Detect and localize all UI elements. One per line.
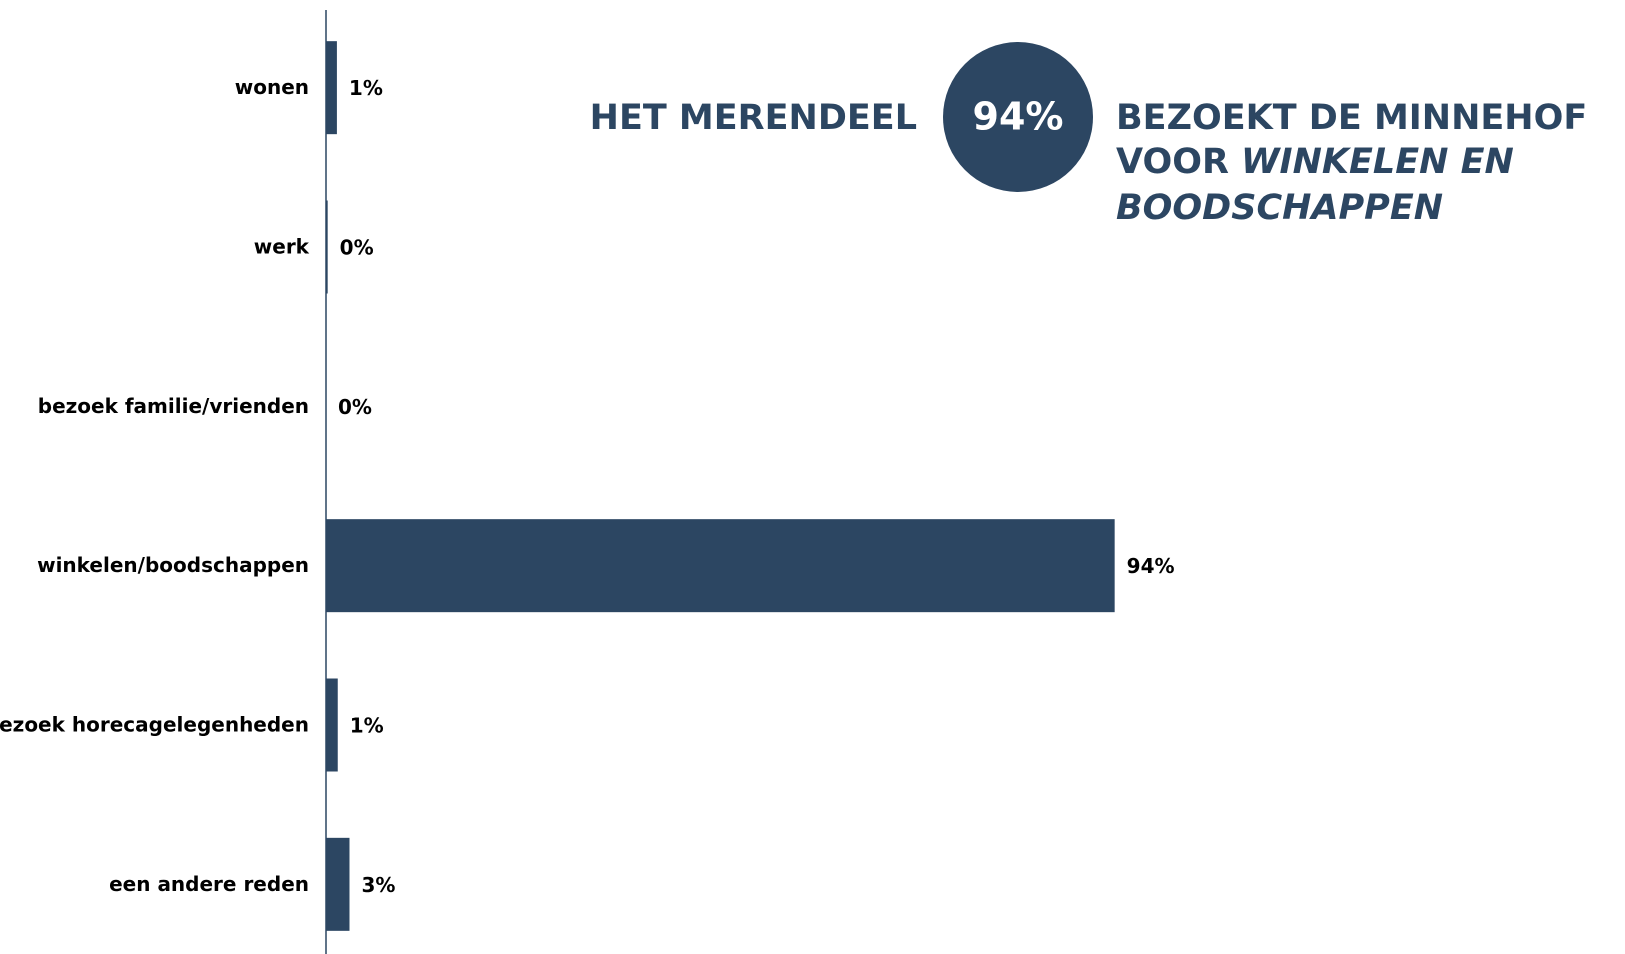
category-label: een andere reden xyxy=(109,872,309,896)
highlight-value: 94% xyxy=(973,95,1064,139)
category-label: wonen xyxy=(235,75,309,99)
headline-part: WINKELEN EN xyxy=(1241,142,1514,182)
value-label: 0% xyxy=(340,236,374,260)
bar xyxy=(326,41,337,135)
bar xyxy=(326,837,350,931)
value-label: 3% xyxy=(361,873,395,897)
headline-left: HET MERENDEEL xyxy=(590,98,917,138)
bar xyxy=(326,678,338,772)
headline-line: VOOR WINKELEN EN xyxy=(1116,142,1514,182)
category-label: winkelen/boodschappen xyxy=(37,553,309,577)
bar xyxy=(326,519,1115,613)
headline-part: VOOR xyxy=(1116,142,1229,182)
highlight-circle xyxy=(943,42,1093,192)
headline-line: BOODSCHAPPEN xyxy=(1116,188,1443,228)
headline: HET MERENDEEL 94% BEZOEKT DE MINNEHOF VO… xyxy=(590,42,1587,228)
category-label: bezoek familie/vrienden xyxy=(38,394,309,418)
headline-line: BEZOEKT DE MINNEHOF xyxy=(1116,98,1587,138)
category-label: werk xyxy=(254,235,310,259)
value-label: 1% xyxy=(350,714,384,738)
bar xyxy=(326,200,328,294)
category-label: bezoek horecagelegenheden xyxy=(0,713,309,737)
value-label: 94% xyxy=(1127,554,1175,578)
value-label: 1% xyxy=(349,76,383,100)
value-label: 0% xyxy=(338,395,372,419)
